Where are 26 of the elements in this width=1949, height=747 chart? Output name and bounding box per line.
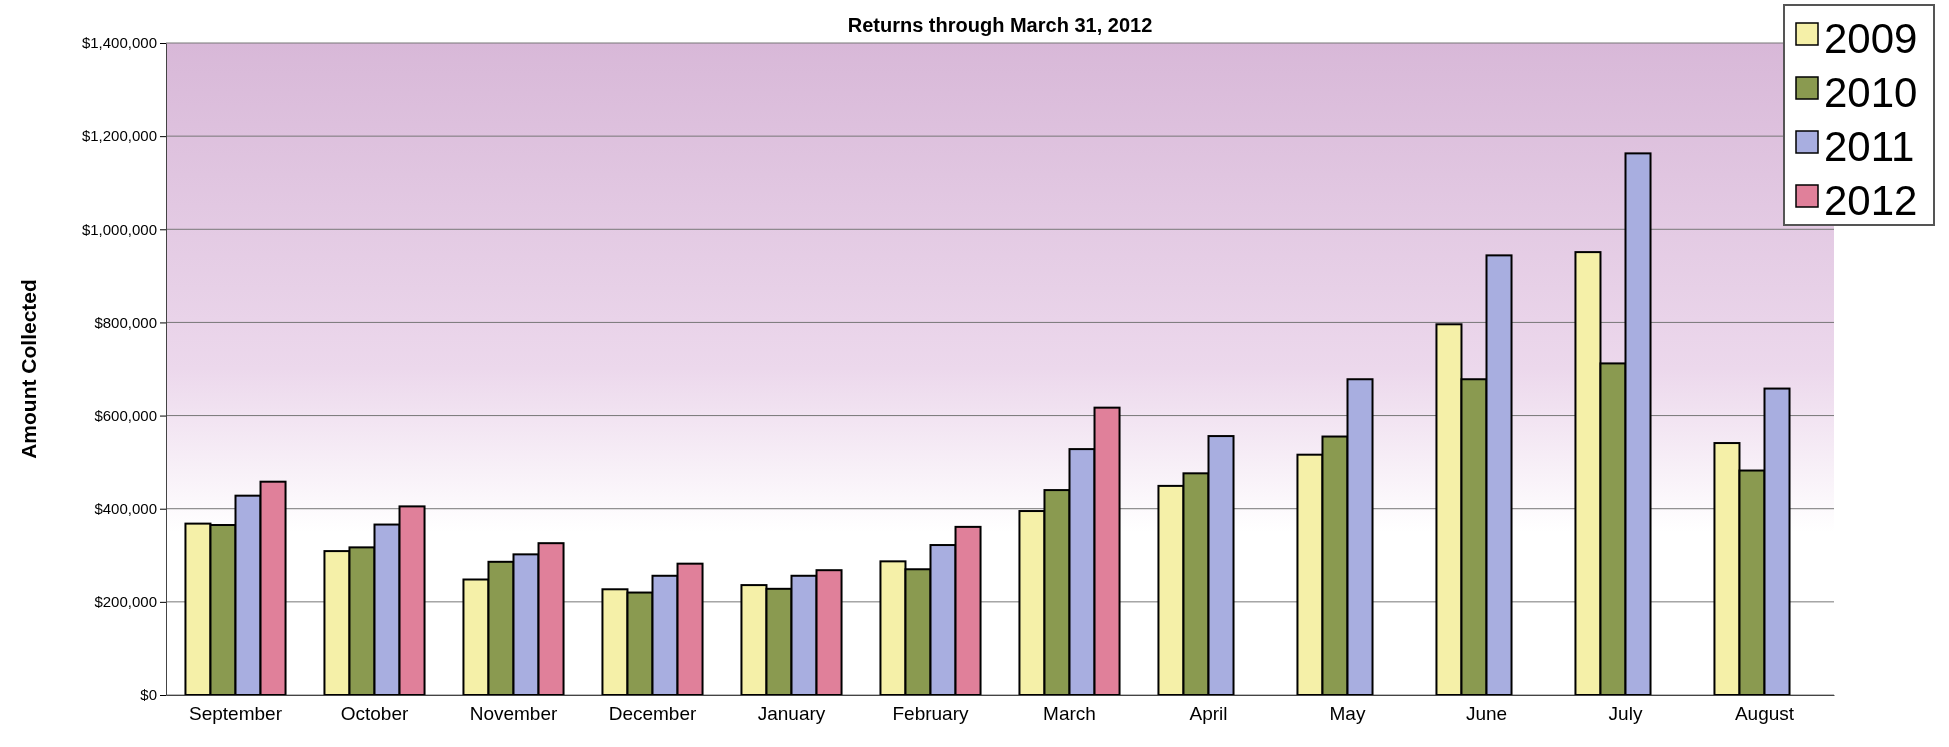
y-tick-label: $1,000,000 <box>81 220 157 238</box>
x-tick-label: December <box>608 703 697 725</box>
x-tick-label: April <box>1189 703 1228 725</box>
x-tick-label: September <box>189 703 283 725</box>
x-tick-label: February <box>892 703 970 725</box>
x-tick-label: March <box>1043 703 1096 725</box>
legend-label: 2011 <box>1824 123 1915 170</box>
y-tick-label: $600,000 <box>94 406 157 424</box>
x-tick-label: August <box>1734 703 1795 725</box>
y-tick-label: $0 <box>140 686 157 704</box>
y-tick-label: $800,000 <box>94 313 157 331</box>
y-tick-label: $1,200,000 <box>81 127 157 145</box>
x-tick-label: June <box>1465 703 1508 725</box>
x-tick-label: May <box>1329 703 1366 725</box>
y-tick-label: $200,000 <box>94 593 157 611</box>
y-tick-label: $400,000 <box>94 500 157 518</box>
legend-label: 2009 <box>1824 15 1918 62</box>
legend-label: 2010 <box>1824 69 1918 116</box>
y-tick-label: $1,400,000 <box>81 34 157 52</box>
legend-label: 2012 <box>1824 177 1918 224</box>
y-axis-title: Amount Collected <box>17 279 40 459</box>
x-tick-label: January <box>757 703 826 725</box>
x-tick-label: October <box>340 703 409 725</box>
x-tick-label: July <box>1608 703 1643 725</box>
chart-title: Returns through March 31, 2012 <box>847 14 1153 36</box>
x-tick-label: November <box>469 703 558 725</box>
